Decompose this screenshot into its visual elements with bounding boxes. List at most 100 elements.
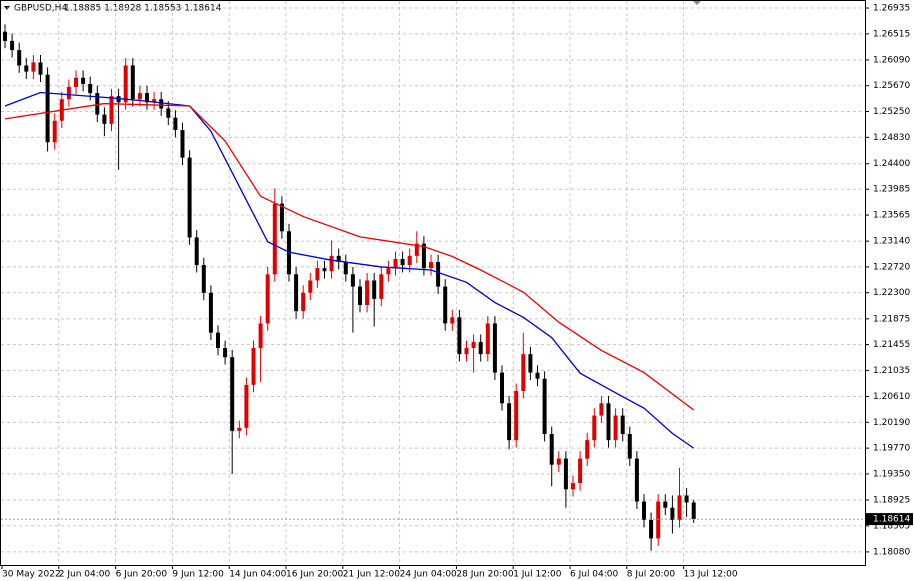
candle-body xyxy=(265,274,270,324)
candle-body xyxy=(620,415,625,434)
candle-body xyxy=(642,501,646,520)
y-tick-label: 1.19350 xyxy=(873,469,910,479)
candle-body xyxy=(599,403,604,416)
candle-body xyxy=(627,433,632,459)
candle-body xyxy=(81,77,86,84)
candle-body xyxy=(436,262,441,287)
y-tick-label: 1.18925 xyxy=(873,496,910,506)
y-tick-label: 1.24830 xyxy=(873,133,910,143)
candle-body xyxy=(649,519,654,539)
candle-body xyxy=(549,433,554,465)
y-tick-label: 1.26090 xyxy=(873,55,910,65)
candle-body xyxy=(201,265,206,293)
candle-body xyxy=(535,372,540,379)
candle-body xyxy=(308,280,313,293)
candle-body xyxy=(663,501,668,508)
y-tick-label: 1.18505 xyxy=(873,521,910,531)
candle-body xyxy=(528,354,533,373)
candle-body xyxy=(208,292,213,333)
candle-body xyxy=(244,384,249,428)
candle-body xyxy=(464,348,469,355)
candle-body xyxy=(656,501,661,539)
last-price-label: 1.18614 xyxy=(873,515,910,525)
candle-body xyxy=(251,348,256,385)
candle-body xyxy=(194,237,199,266)
candle-body xyxy=(372,280,377,299)
shift-marker[interactable] xyxy=(693,1,701,5)
candle-body xyxy=(485,323,490,355)
x-tick-label: 6 Jun 20:00 xyxy=(116,570,168,580)
x-tick-label: 14 Jun 04:00 xyxy=(229,570,286,580)
candle-body xyxy=(31,62,36,72)
candle-body xyxy=(471,341,476,349)
candle-body xyxy=(634,458,639,502)
y-tick-label: 1.21875 xyxy=(873,314,910,324)
chart-title: GBPUSD,H4 xyxy=(14,4,67,14)
y-tick-label: 1.21035 xyxy=(873,366,910,376)
candle-body xyxy=(500,372,504,404)
y-tick-label: 1.26935 xyxy=(873,4,910,14)
y-tick-label: 1.19770 xyxy=(873,444,910,454)
candle-body xyxy=(322,268,327,272)
y-tick-label: 1.23985 xyxy=(873,185,910,195)
y-tick-label: 1.22720 xyxy=(873,262,910,272)
candle-body xyxy=(478,341,483,355)
x-tick-label: 8 Jul 20:00 xyxy=(627,570,676,580)
candle-body xyxy=(521,354,526,391)
candle-body xyxy=(343,262,348,275)
x-tick-label: 21 Jun 12:00 xyxy=(343,570,400,580)
candle-body xyxy=(542,378,547,434)
candle-body xyxy=(173,117,178,130)
y-tick-label: 1.24400 xyxy=(873,159,910,169)
candle-body xyxy=(336,255,341,263)
candle-body xyxy=(514,390,519,441)
candle-body xyxy=(66,86,71,100)
candle-body xyxy=(606,403,611,441)
y-tick-label: 1.22300 xyxy=(873,288,910,298)
y-tick-label: 1.18080 xyxy=(873,547,910,557)
candle-body xyxy=(24,65,29,72)
candle-body xyxy=(571,483,575,490)
plot-frame xyxy=(0,0,866,566)
candle-body xyxy=(88,83,93,94)
y-tick-label: 1.25250 xyxy=(873,107,910,117)
candle-body xyxy=(457,317,462,355)
candle-body xyxy=(137,93,142,100)
candle-body xyxy=(74,77,78,87)
candle-body xyxy=(585,440,590,459)
candle-body xyxy=(230,357,235,431)
x-tick-label: 6 Jul 04:00 xyxy=(570,570,619,580)
x-tick-label: 28 Jun 20:00 xyxy=(456,570,513,580)
x-tick-label: 30 May 2022 xyxy=(2,570,61,580)
candle-body xyxy=(294,274,299,312)
candle-body xyxy=(386,268,391,275)
y-tick-label: 1.23140 xyxy=(873,237,910,247)
candle-body xyxy=(507,403,512,441)
candle-body xyxy=(556,458,561,465)
candle-body xyxy=(670,507,675,520)
y-tick-label: 1.26515 xyxy=(873,29,910,39)
candle-body xyxy=(223,348,228,358)
candle-body xyxy=(272,203,277,275)
candle-body xyxy=(301,292,306,312)
x-tick-label: 16 Jun 20:00 xyxy=(286,570,343,580)
candle-body xyxy=(691,502,696,520)
candle-body xyxy=(130,65,135,100)
candle-body xyxy=(563,458,568,490)
candle-body xyxy=(17,50,22,66)
candle-body xyxy=(152,99,157,103)
candle-body xyxy=(429,262,433,269)
candle-body xyxy=(315,268,320,281)
candle-body xyxy=(109,96,114,124)
y-tick-label: 1.20190 xyxy=(873,418,910,428)
candle-body xyxy=(677,495,682,520)
candle-body xyxy=(421,243,426,269)
candle-body xyxy=(492,323,497,373)
candle-body xyxy=(258,323,263,349)
y-tick-label: 1.20610 xyxy=(873,392,910,402)
y-tick-label: 1.23565 xyxy=(873,211,910,221)
candle-body xyxy=(279,203,284,232)
candle-body xyxy=(592,415,597,441)
candle-body xyxy=(159,99,164,109)
